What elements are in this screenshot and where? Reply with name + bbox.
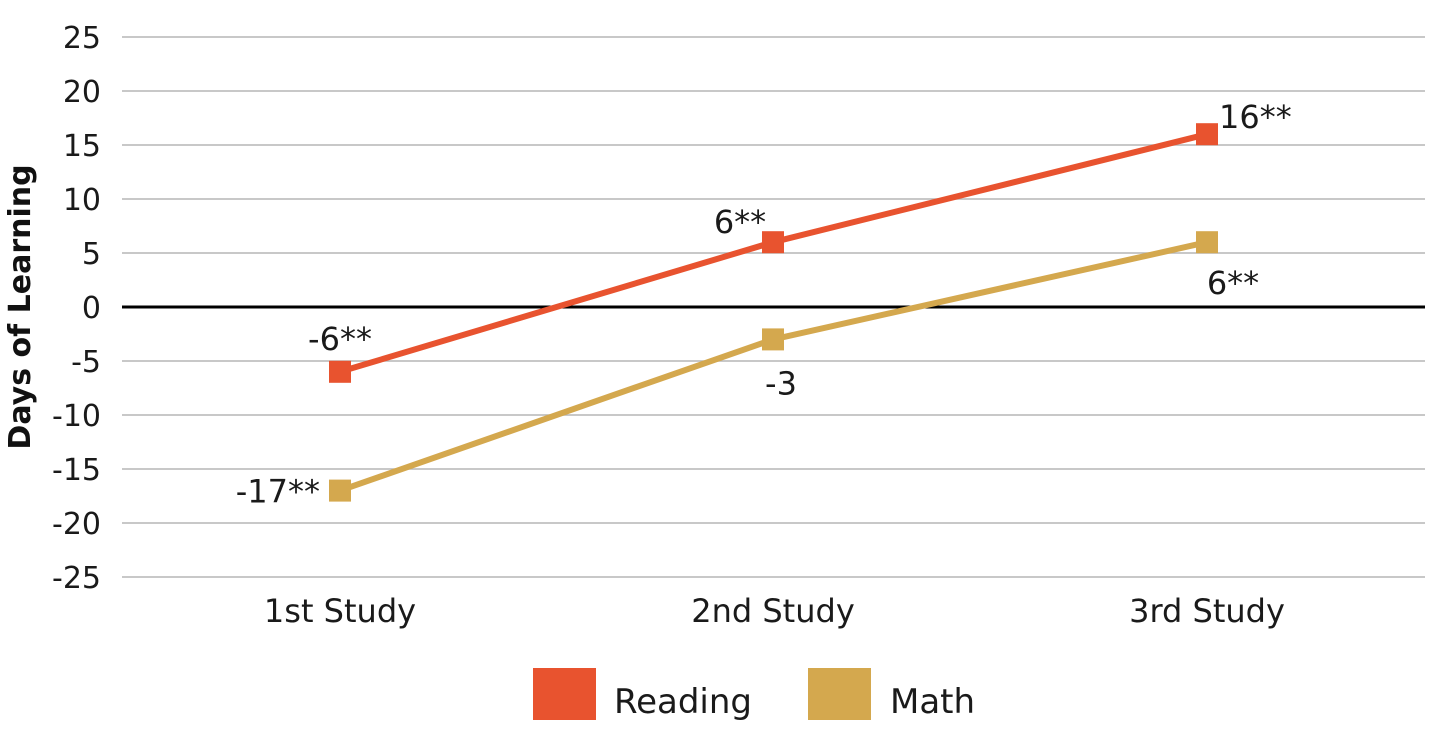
x-category-label: 2nd Study	[691, 592, 855, 630]
y-tick-label: 5	[82, 237, 101, 272]
data-labels: -6** 6** 16** -17** -3 6**	[236, 98, 1292, 510]
data-point-reading	[762, 231, 784, 254]
y-tick-label: 20	[63, 75, 101, 110]
y-tick-label: -20	[52, 507, 101, 542]
y-tick-label: -25	[52, 561, 101, 596]
y-tick-label: 25	[63, 21, 101, 56]
data-label-math: 6**	[1207, 264, 1259, 302]
data-label-math: -17**	[236, 473, 320, 511]
data-label-reading: 6**	[714, 203, 766, 241]
y-tick-label: -10	[52, 399, 101, 434]
legend-label-reading: Reading	[614, 682, 752, 722]
x-category-label: 3rd Study	[1129, 592, 1285, 630]
legend-swatch-reading	[533, 668, 596, 720]
data-label-reading: 16**	[1219, 98, 1292, 136]
legend-swatch-math	[808, 668, 871, 720]
legend-label-math: Math	[890, 682, 975, 722]
x-axis-categories: 1st Study 2nd Study 3rd Study	[264, 592, 1285, 630]
y-tick-label: 0	[82, 291, 101, 326]
data-point-reading	[329, 360, 351, 383]
y-tick-label: -5	[71, 345, 101, 380]
y-axis-ticks: 25 20 15 10 5 0 -5 -10 -15 -20 -25	[52, 21, 101, 596]
y-axis-title: Days of Learning	[3, 164, 38, 449]
data-point-math	[329, 479, 351, 502]
data-label-reading: -6**	[308, 320, 372, 358]
y-tick-label: -15	[52, 453, 101, 488]
series-lines	[329, 123, 1218, 502]
y-tick-label: 15	[63, 129, 101, 164]
legend: Reading Math	[533, 668, 975, 722]
x-category-label: 1st Study	[264, 592, 416, 630]
data-point-reading	[1196, 123, 1218, 146]
data-point-math	[762, 328, 784, 351]
y-tick-label: 10	[63, 183, 101, 218]
data-point-math	[1196, 231, 1218, 254]
data-label-math: -3	[765, 364, 797, 402]
